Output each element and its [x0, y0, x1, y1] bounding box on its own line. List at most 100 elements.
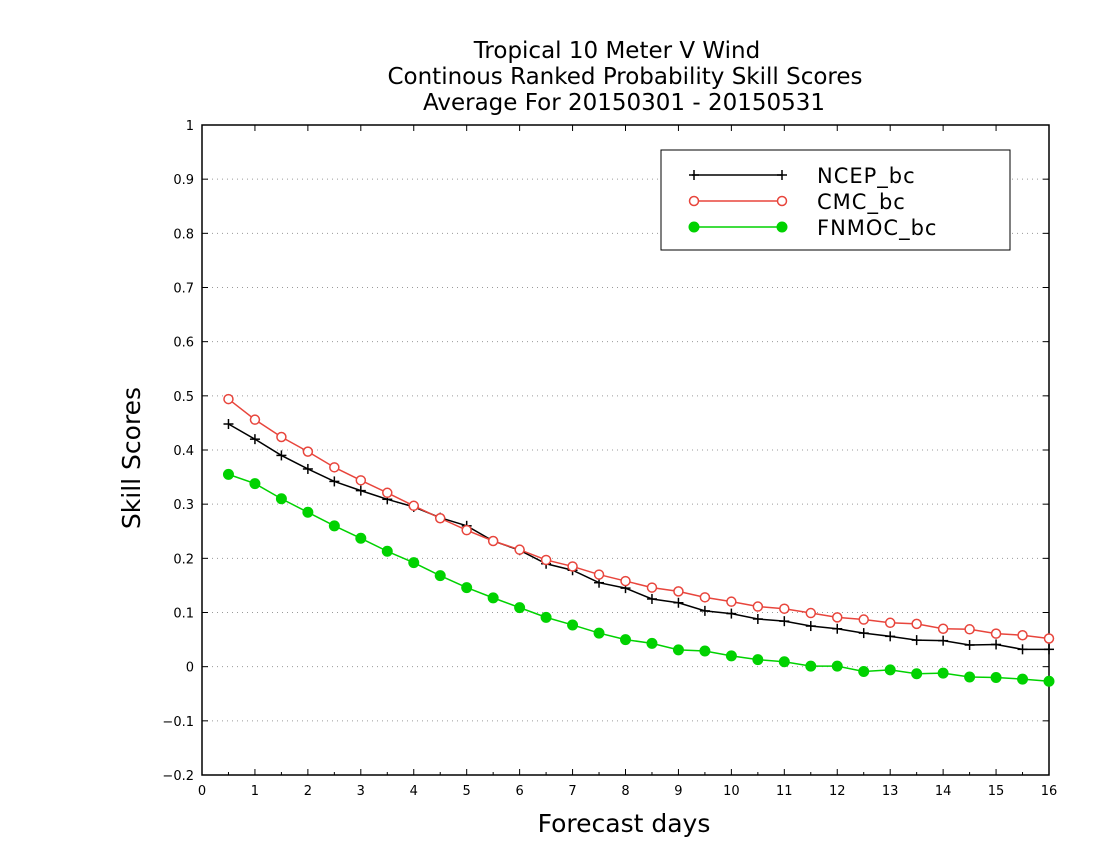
data-point-ncep-bc [938, 635, 949, 646]
data-point-ncep-bc [673, 597, 684, 608]
data-point-cmc-bc [990, 628, 1002, 639]
y-tick-label: −0.1 [162, 715, 194, 730]
x-axis-label: Forecast days [538, 809, 711, 838]
data-point-fnmoc-bc [408, 557, 420, 569]
data-point-fnmoc-bc [514, 602, 526, 614]
x-tick-label: 5 [463, 784, 471, 799]
data-point-cmc-bc [805, 607, 817, 619]
data-point-cmc-bc [699, 592, 711, 603]
data-point-cmc-bc [302, 446, 314, 457]
data-point-fnmoc-bc [593, 627, 605, 639]
x-tick-label: 14 [935, 784, 952, 799]
data-point-cmc-bc [620, 575, 631, 587]
x-tick-label: 11 [776, 784, 793, 799]
series-cmc-bc [223, 393, 1055, 644]
data-point-ncep-bc [223, 419, 234, 429]
legend-label-fnmoc-bc: FNMOC_bc [817, 216, 937, 241]
chart-title-line-2: Continous Ranked Probability Skill Score… [387, 64, 862, 90]
y-tick-label: 0 [186, 661, 194, 676]
legend-marker-cmc-bc [688, 195, 700, 207]
data-point-cmc-bc [461, 524, 472, 536]
data-point-cmc-bc [646, 582, 658, 593]
data-point-fnmoc-bc [646, 637, 658, 649]
data-point-cmc-bc [276, 431, 287, 443]
y-tick-label: 0.2 [173, 552, 194, 567]
data-point-ncep-bc [964, 640, 975, 650]
data-point-cmc-bc [937, 623, 949, 634]
data-point-fnmoc-bc [672, 644, 684, 656]
data-point-ncep-bc [249, 434, 260, 445]
data-point-fnmoc-bc [461, 582, 473, 594]
data-point-ncep-bc [302, 463, 313, 474]
data-point-fnmoc-bc [275, 493, 287, 505]
legend-box [660, 149, 1011, 251]
data-point-fnmoc-bc [805, 660, 817, 672]
data-point-fnmoc-bc [778, 656, 790, 668]
x-tick-label: 10 [723, 784, 740, 799]
data-point-fnmoc-bc [249, 478, 261, 490]
data-point-cmc-bc [1017, 630, 1028, 641]
data-point-cmc-bc [382, 487, 393, 499]
x-tick-label: 7 [568, 784, 576, 799]
data-point-ncep-bc [885, 631, 896, 642]
data-point-ncep-bc [991, 639, 1002, 650]
data-point-cmc-bc [884, 617, 896, 629]
y-tick-label: 0.4 [173, 444, 194, 459]
data-point-ncep-bc [858, 628, 869, 639]
x-tick-label: 13 [882, 784, 899, 799]
legend-marker-ncep-bc [777, 170, 787, 180]
data-point-cmc-bc [567, 561, 578, 572]
data-point-fnmoc-bc [1017, 673, 1029, 685]
y-tick-label: 0.6 [173, 336, 194, 351]
data-point-cmc-bc [540, 554, 552, 566]
data-point-fnmoc-bc [911, 668, 923, 680]
data-point-cmc-bc [673, 586, 684, 597]
data-point-ncep-bc [276, 450, 287, 461]
chart-title-line-3: Average For 20150301 - 20150531 [423, 90, 825, 116]
y-tick-label: −0.2 [162, 769, 194, 784]
data-point-ncep-bc [646, 593, 657, 604]
data-point-fnmoc-bc [725, 650, 737, 662]
x-tick-label: 9 [674, 784, 682, 799]
data-point-ncep-bc [1017, 644, 1028, 655]
chart-title-line-1: Tropical 10 Meter V Wind [473, 38, 760, 64]
series-layer [222, 393, 1055, 687]
x-tick-label: 4 [410, 784, 418, 799]
data-point-ncep-bc [699, 605, 710, 616]
data-point-cmc-bc [408, 500, 419, 512]
data-point-ncep-bc [832, 623, 843, 634]
data-point-ncep-bc [329, 476, 340, 487]
legend-label-ncep-bc: NCEP_bc [817, 164, 916, 189]
data-point-fnmoc-bc [884, 664, 896, 676]
x-tick-label: 3 [357, 784, 365, 799]
series-line-cmc-bc [228, 398, 1050, 640]
data-point-cmc-bc [434, 513, 446, 524]
x-tick-label: 15 [988, 784, 1005, 799]
axis-ticks: −0.2−0.100.10.20.30.40.50.60.70.80.910 1 2… [162, 119, 1057, 799]
data-point-cmc-bc [329, 462, 340, 473]
data-point-fnmoc-bc [434, 570, 446, 582]
legend-marker-fnmoc-bc [776, 221, 788, 233]
data-point-fnmoc-bc [328, 520, 340, 532]
data-point-fnmoc-bc [302, 506, 314, 518]
data-point-cmc-bc [726, 596, 737, 607]
data-point-fnmoc-bc [355, 532, 367, 544]
legend-label-cmc-bc: CMC_bc [817, 190, 906, 215]
data-point-ncep-bc [779, 616, 790, 627]
y-tick-label: 0.9 [173, 173, 194, 188]
data-point-ncep-bc [911, 635, 922, 646]
data-point-fnmoc-bc [620, 634, 631, 646]
data-point-fnmoc-bc [752, 654, 764, 666]
data-point-ncep-bc [1044, 644, 1054, 655]
data-point-cmc-bc [911, 618, 922, 630]
y-tick-label: 0.5 [173, 390, 194, 405]
data-point-cmc-bc [514, 544, 525, 555]
legend-marker-ncep-bc [689, 170, 699, 180]
data-point-cmc-bc [249, 414, 261, 425]
data-point-cmc-bc [1043, 633, 1055, 644]
data-point-cmc-bc [832, 612, 843, 623]
x-tick-label: 16 [1041, 784, 1058, 799]
x-tick-label: 6 [515, 784, 523, 799]
